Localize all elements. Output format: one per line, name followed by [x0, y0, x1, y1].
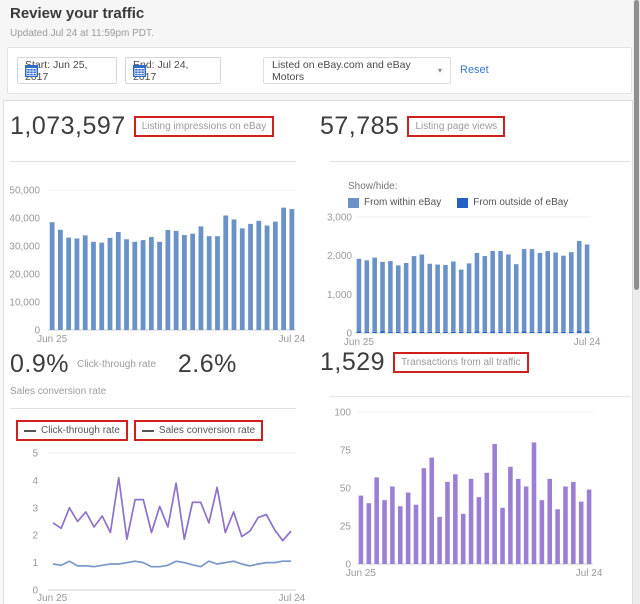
ctr-legend-label: Click-through rate: [41, 425, 120, 436]
legend-sales-conversion-rate[interactable]: Sales conversion rate: [133, 420, 264, 441]
page-title: Review your traffic: [10, 5, 145, 22]
svg-text:1: 1: [32, 558, 38, 569]
svg-text:1,000: 1,000: [327, 290, 352, 301]
end-date-field[interactable]: End: Jul 24, 2017: [125, 57, 221, 84]
svg-text:Jul 24: Jul 24: [574, 337, 601, 348]
scr-legend-label: Sales conversion rate: [158, 425, 256, 436]
line-swatch: [141, 429, 154, 432]
svg-text:50,000: 50,000: [9, 186, 40, 197]
svg-text:25: 25: [340, 522, 352, 533]
transactions-bar-chart: 0 25 50 75 100 Jun 25 Jul 24: [334, 408, 603, 580]
end-date-value: End: Jul 24, 2017: [133, 58, 189, 83]
svg-text:3: 3: [32, 503, 38, 514]
pageviews-legend: From within eBay From outside of eBay: [348, 197, 568, 208]
divider: [330, 161, 630, 162]
show-hide-label: Show/hide:: [348, 181, 398, 192]
ctr-label: Click-through rate: [76, 359, 156, 370]
svg-text:Jun 25: Jun 25: [37, 334, 67, 345]
pageviews-bar-chart: 0 1,000 2,000 3,000 Jun 25 Jul 24: [327, 213, 601, 349]
chevron-down-icon: ▾: [437, 66, 442, 75]
reset-button[interactable]: Reset: [460, 64, 489, 76]
svg-text:50: 50: [340, 484, 352, 495]
within-ebay-swatch: [348, 197, 359, 208]
svg-text:5: 5: [32, 449, 38, 460]
transactions-label: Transactions from all traffic: [393, 352, 529, 373]
svg-text:Jun 25: Jun 25: [346, 568, 376, 579]
svg-text:40,000: 40,000: [9, 214, 40, 225]
calendar-icon[interactable]: [25, 64, 38, 77]
transactions-header: 1,529 Transactions from all traffic: [320, 348, 529, 377]
pageviews-value: 57,785: [320, 112, 400, 140]
line-swatch: [24, 429, 36, 432]
divider: [330, 396, 630, 397]
within-ebay-label: From within eBay: [364, 197, 442, 208]
ctr-kpi: 0.9% Click-through rate 2.6%: [10, 350, 237, 379]
calendar-icon[interactable]: [133, 64, 146, 77]
svg-text:10,000: 10,000: [9, 298, 40, 309]
svg-text:0: 0: [32, 586, 38, 597]
scrollbar-thumb[interactable]: [634, 0, 639, 290]
rates-legend: Click-through rate Sales conversion rate: [16, 420, 264, 441]
svg-text:Jul 24: Jul 24: [576, 568, 603, 579]
transactions-value: 1,529: [320, 348, 386, 376]
start-date-field[interactable]: Start: Jun 25, 2017: [17, 57, 117, 84]
ctr-value: 0.9%: [10, 350, 69, 378]
impressions-value: 1,073,597: [10, 112, 126, 140]
impressions-bar-chart: 0 10,000 20,000 30,000 40,000 50,000 Jun 25 Jul…: [9, 186, 305, 346]
svg-text:0: 0: [345, 560, 351, 571]
impressions-label: Listing impressions on eBay: [133, 116, 275, 137]
svg-text:20,000: 20,000: [9, 270, 40, 281]
pageviews-header: 57,785 Listing page views: [320, 112, 506, 141]
svg-text:0: 0: [346, 329, 352, 340]
svg-text:Jul 24: Jul 24: [279, 334, 306, 345]
svg-text:Jul 24: Jul 24: [279, 593, 306, 604]
scrollbar-track[interactable]: [633, 0, 640, 604]
svg-text:Jun 25: Jun 25: [37, 593, 67, 604]
legend-from-within-ebay[interactable]: From within eBay: [348, 197, 441, 208]
svg-text:4: 4: [32, 476, 38, 487]
listing-scope-dropdown[interactable]: Listed on eBay.com and eBay Motors ▾: [263, 57, 451, 84]
svg-text:2: 2: [32, 531, 38, 542]
scr-label: Sales conversion rate: [10, 386, 107, 397]
divider: [10, 408, 296, 409]
updated-timestamp: Updated Jul 24 at 11:59pm PDT.: [10, 28, 154, 39]
outside-ebay-label: From outside of eBay: [473, 197, 569, 208]
divider: [10, 161, 296, 162]
outside-ebay-swatch: [457, 197, 469, 208]
impressions-header: 1,073,597 Listing impressions on eBay: [10, 112, 275, 141]
rates-line-chart: 0 1 2 3 4 5 Jun 25 Jul 24: [32, 449, 305, 604]
pageviews-label: Listing page views: [407, 116, 506, 137]
legend-from-outside-ebay[interactable]: From outside of eBay: [457, 197, 568, 208]
svg-text:2,000: 2,000: [327, 251, 352, 262]
svg-text:75: 75: [340, 446, 352, 457]
svg-text:30,000: 30,000: [9, 242, 40, 253]
scr-value: 2.6%: [177, 350, 237, 378]
filter-bar: Start: Jun 25, 2017 End: Jul 24, 2017 Li…: [7, 47, 632, 94]
listing-scope-value: Listed on eBay.com and eBay Motors: [272, 58, 411, 83]
svg-text:0: 0: [34, 326, 40, 337]
svg-text:100: 100: [334, 408, 351, 419]
svg-text:3,000: 3,000: [327, 213, 352, 224]
legend-click-through-rate[interactable]: Click-through rate: [16, 420, 128, 441]
svg-text:Jun 25: Jun 25: [344, 337, 374, 348]
